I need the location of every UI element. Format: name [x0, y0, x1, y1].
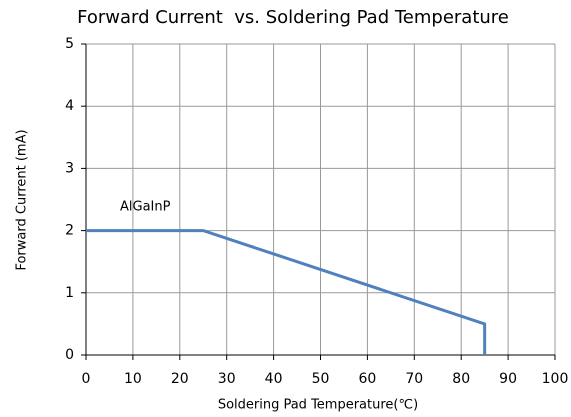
x-tick-label: 70 [405, 371, 423, 387]
y-axis-label: Forward Current (mA) [15, 129, 30, 270]
series-line [86, 229, 487, 355]
y-tick-label: 5 [65, 36, 74, 52]
y-tick-label: 3 [65, 160, 74, 176]
x-tick-label: 50 [312, 371, 330, 387]
x-tick-label: 10 [124, 371, 142, 387]
x-tick-label: 30 [218, 371, 236, 387]
chart-title: Forward Current vs. Soldering Pad Temper… [77, 7, 509, 28]
x-tick-label: 40 [265, 371, 283, 387]
x-tick-label: 60 [358, 371, 376, 387]
y-tick-label: 1 [65, 285, 74, 301]
annotation: AlGaInP [120, 200, 171, 215]
x-tick-label: 100 [542, 371, 569, 387]
x-tick-label: 80 [452, 371, 470, 387]
x-axis-label: Soldering Pad Temperature(℃) [218, 398, 418, 413]
y-tick-label: 0 [65, 347, 74, 363]
x-tick-label: 90 [499, 371, 517, 387]
y-tick-label: 2 [65, 223, 74, 239]
x-tick-label: 20 [171, 371, 189, 387]
y-tick-label: 4 [65, 98, 74, 114]
x-tick-label: 0 [82, 371, 91, 387]
